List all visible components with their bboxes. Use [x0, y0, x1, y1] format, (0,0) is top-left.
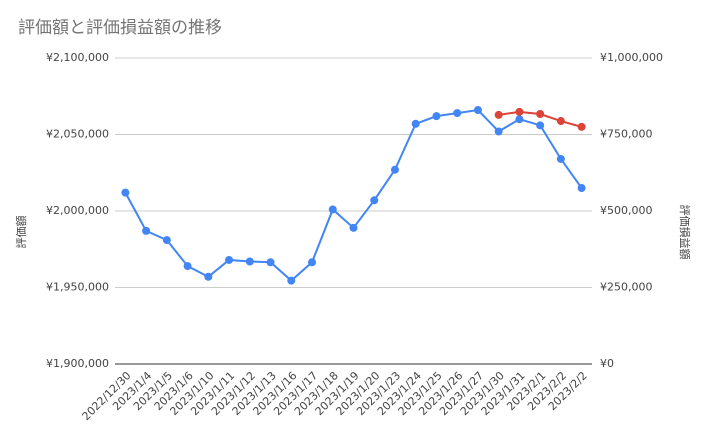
- chart-title: 評価額と評価損益額の推移: [18, 18, 222, 38]
- y-axis-label: 評価額: [14, 216, 28, 249]
- data-point: [577, 184, 586, 193]
- data-point: [183, 262, 192, 271]
- data-point: [411, 119, 420, 128]
- data-point: [349, 223, 358, 232]
- y2-tick-label: ¥0: [600, 357, 614, 370]
- y-tick-label: ¥1,950,000: [46, 281, 109, 294]
- data-point: [121, 188, 130, 197]
- data-point: [556, 154, 565, 163]
- data-point: [494, 127, 503, 136]
- data-point: [453, 109, 462, 118]
- data-point: [142, 226, 151, 235]
- y2-tick-label: ¥1,000,000: [600, 51, 663, 64]
- data-point: [225, 255, 234, 264]
- data-point: [162, 236, 171, 245]
- data-point: [370, 196, 379, 205]
- y2-tick-label: ¥250,000: [600, 281, 653, 294]
- y2-tick-label: ¥750,000: [600, 128, 653, 141]
- y-tick-label: ¥2,050,000: [46, 128, 109, 141]
- data-point: [494, 110, 503, 119]
- y-tick-label: ¥1,900,000: [46, 357, 109, 370]
- data-point: [287, 276, 296, 285]
- y-tick-label: ¥2,100,000: [46, 51, 109, 64]
- data-point: [515, 115, 524, 124]
- data-point: [308, 258, 317, 267]
- data-point: [473, 106, 482, 115]
- y2-axis-label: 評価損益額: [678, 205, 692, 260]
- data-point: [328, 205, 337, 214]
- data-point: [390, 165, 399, 174]
- data-point: [536, 109, 545, 118]
- data-point: [515, 107, 524, 116]
- data-point: [556, 117, 565, 126]
- y2-tick-label: ¥500,000: [600, 204, 653, 217]
- data-point: [266, 258, 275, 267]
- data-point: [432, 112, 441, 121]
- data-point: [536, 121, 545, 130]
- data-point: [204, 272, 213, 281]
- y-tick-label: ¥2,000,000: [46, 204, 109, 217]
- data-point: [245, 257, 254, 266]
- data-point: [577, 122, 586, 131]
